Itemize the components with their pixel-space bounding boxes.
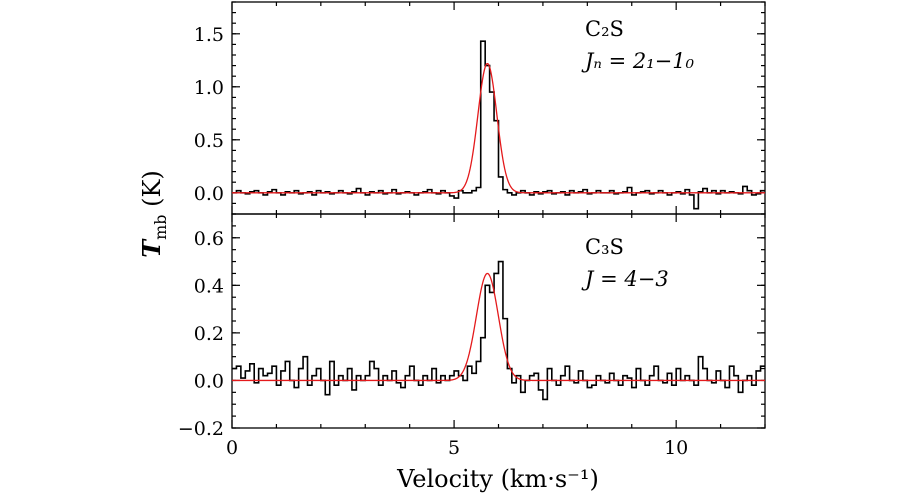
y-axis-label: Tmb (K): [137, 170, 170, 258]
c3s-transition-label: J = 4−3: [581, 267, 669, 291]
x-tick-label-1: 5: [448, 437, 460, 459]
c3s-spectrum-line: [232, 260, 765, 401]
panel-top-y-ticks: 0.0 0.5 1.0 1.5: [194, 1, 765, 215]
c2s-gaussian-fit-line: [232, 62, 765, 194]
panel-top-frame: [231, 1, 766, 215]
panel-top: 0.0 0.5 1.0 1.5 C₂S Jₙ = 2₁−1₀: [194, 1, 766, 215]
panel-top-x-ticks: [231, 2, 766, 214]
y-tick-label-1-4: 0.6: [194, 228, 224, 250]
y-axis-label-group: Tmb (K): [137, 170, 170, 258]
y-tick-label-1-3: 0.4: [194, 275, 224, 297]
y-tick-label-1-1: 0.0: [194, 370, 224, 392]
y-tick-label-0-0: 0.0: [194, 183, 224, 205]
y-tick-label-0-1: 0.5: [194, 130, 224, 152]
x-tick-label-0: 0: [226, 437, 238, 459]
panel-bottom: −0.2 0.0 0.2 0.4 0.6 0 5 10 C₃S J = 4−3: [178, 213, 766, 459]
y-tick-label-0-2: 1.0: [194, 77, 224, 99]
c2s-transition-label: Jₙ = 2₁−1₀: [581, 49, 695, 73]
y-axis-label-symbol: T: [137, 238, 166, 258]
c3s-gaussian-fit-line: [232, 272, 765, 382]
x-axis-label: Velocity (km·s⁻¹): [396, 465, 599, 493]
panel-bottom-frame: [231, 213, 766, 429]
y-axis-label-subscript: mb: [151, 215, 170, 240]
y-tick-label-1-0: −0.2: [178, 418, 224, 440]
panel-bottom-x-ticks: 0 5 10: [226, 214, 766, 459]
y-tick-label-0-3: 1.5: [194, 24, 224, 46]
y-axis-label-unit: (K): [138, 170, 166, 214]
c3s-label: C₃S: [585, 235, 624, 259]
x-tick-label-2: 10: [664, 437, 688, 459]
panel-bottom-y-ticks: −0.2 0.0 0.2 0.4 0.6: [178, 213, 765, 440]
y-tick-label-1-2: 0.2: [194, 323, 224, 345]
c2s-label: C₂S: [585, 17, 624, 41]
